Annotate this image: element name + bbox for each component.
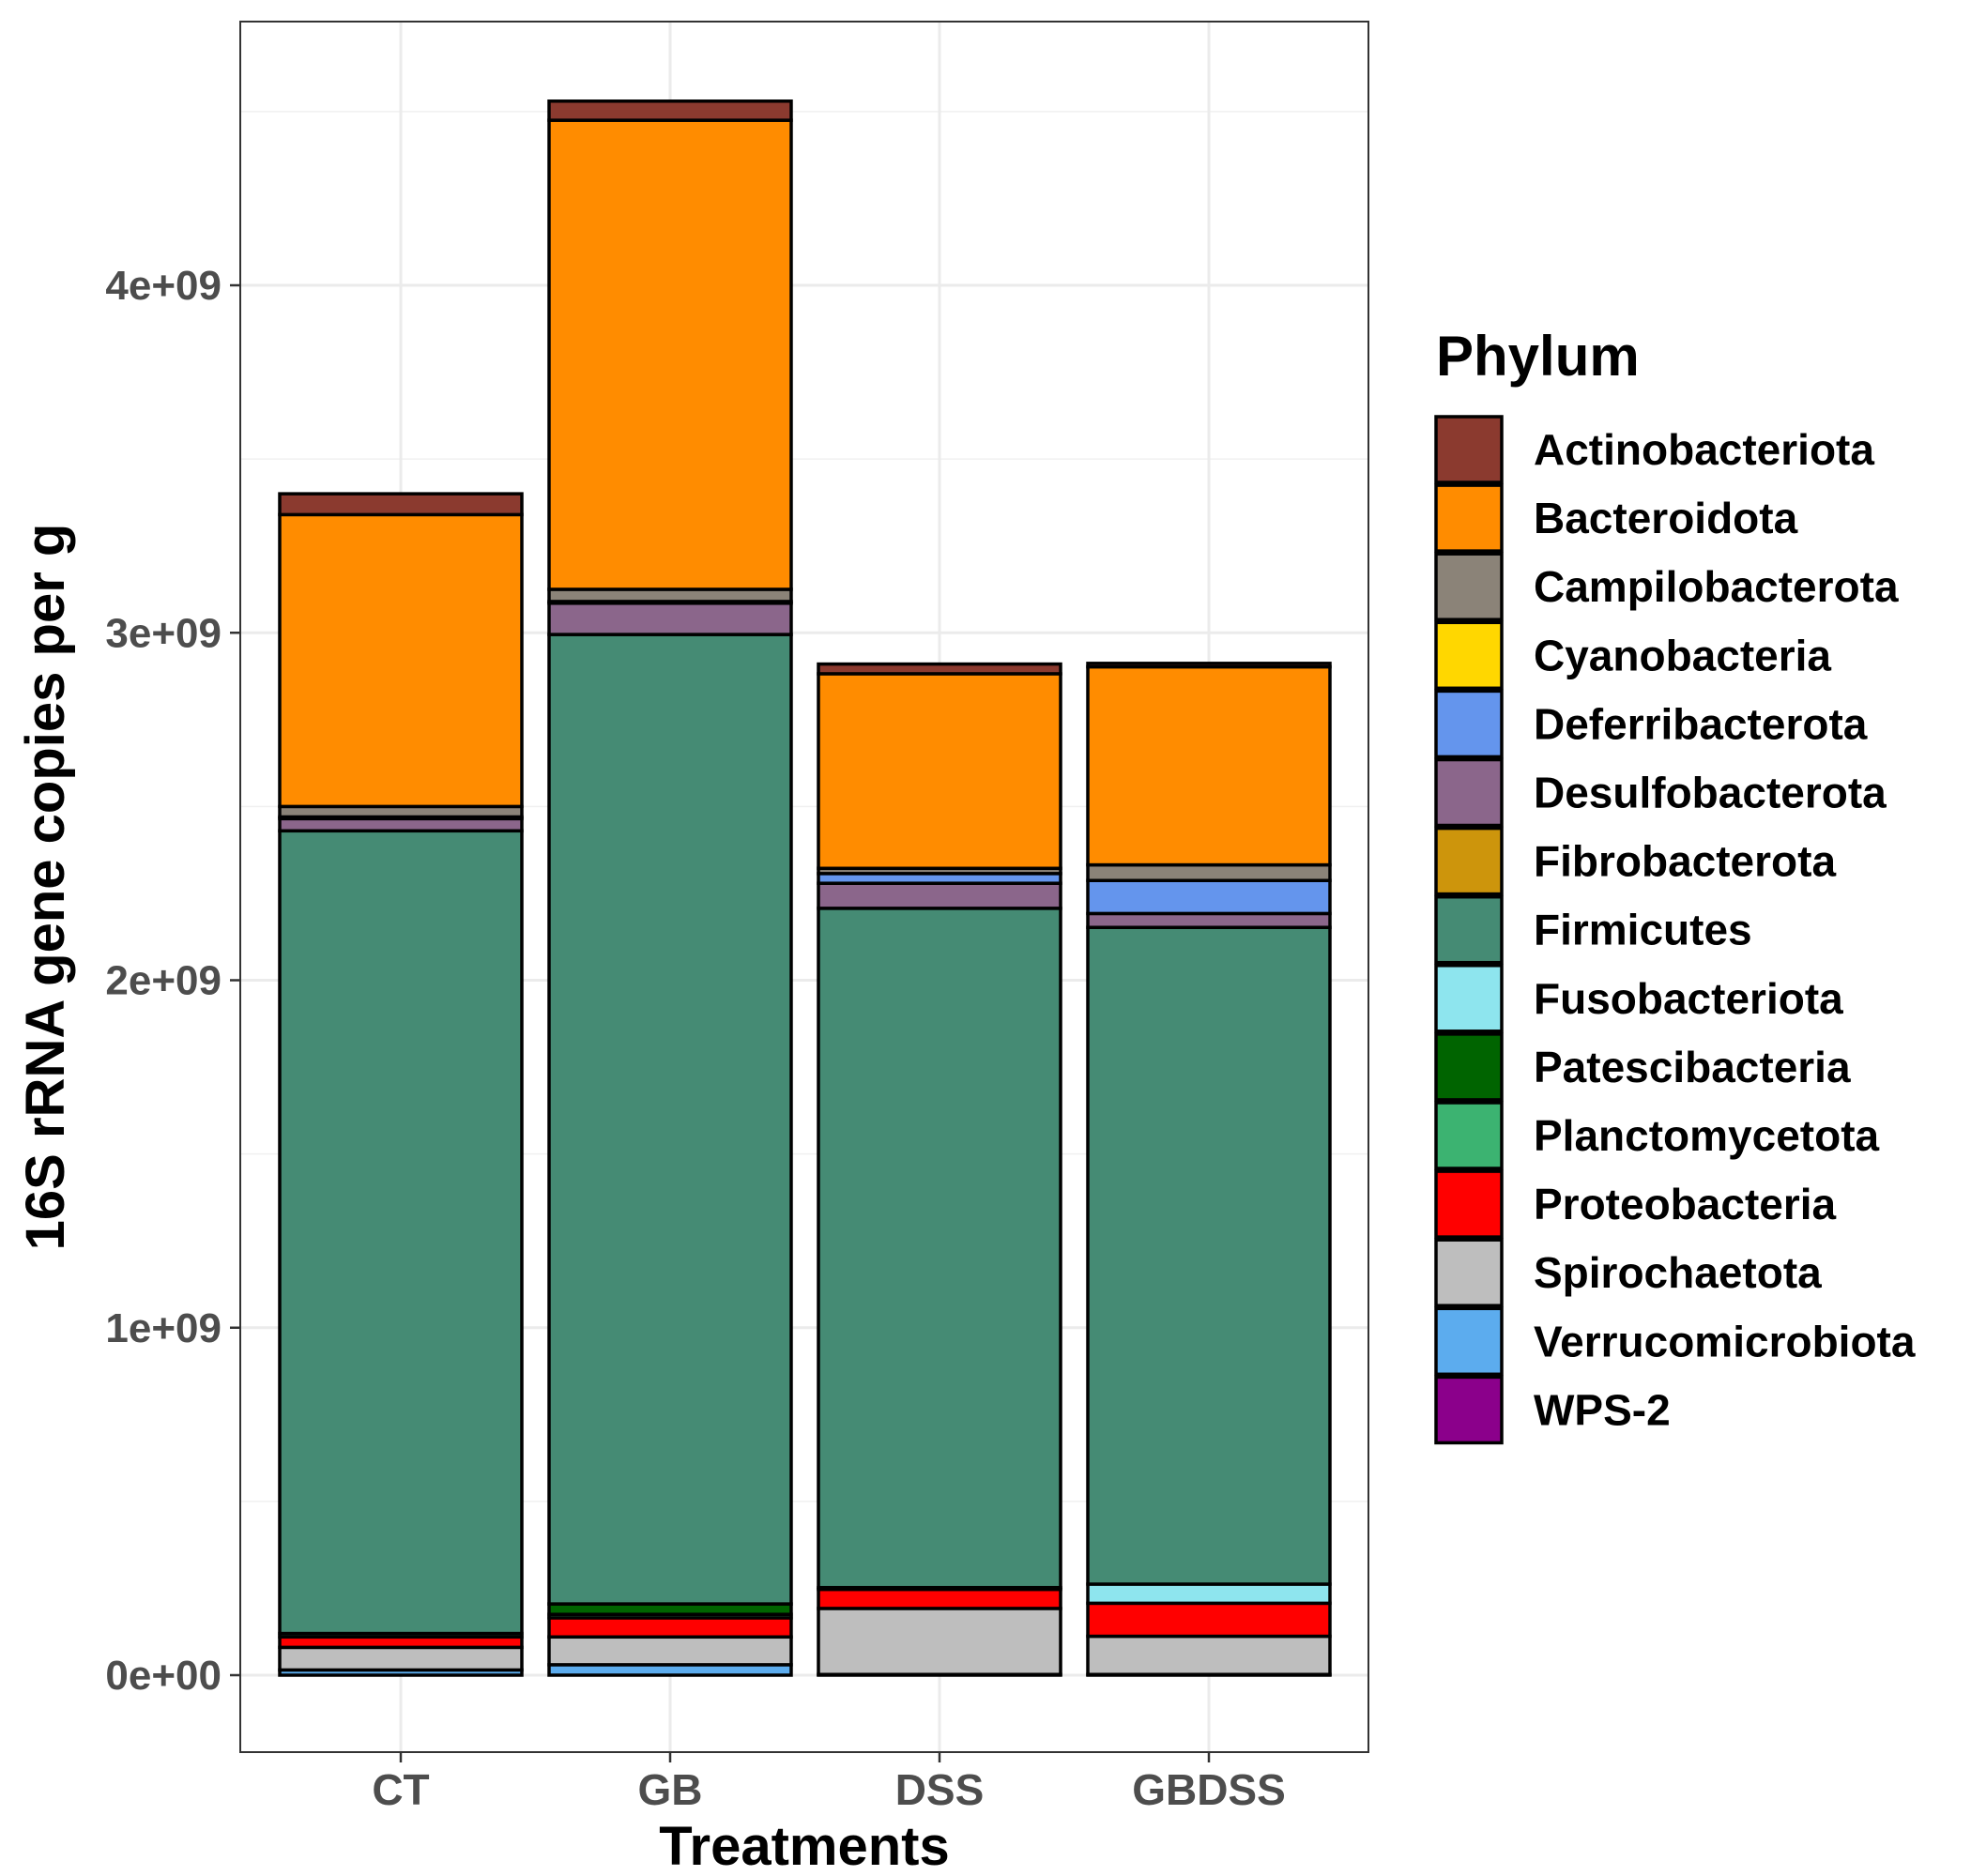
- legend-key: [1434, 1032, 1504, 1102]
- bar-segment: [547, 587, 793, 603]
- legend-item: Patescibacteria: [1434, 1032, 1851, 1102]
- legend-item: Campilobacterota: [1434, 552, 1899, 621]
- legend-label: WPS-2: [1534, 1385, 1671, 1434]
- y-tick-label: 2e+09: [105, 958, 222, 1004]
- bar-segment: [1086, 662, 1332, 669]
- legend-label: Verrucomicrobiota: [1534, 1317, 1916, 1365]
- legend-key: [1434, 894, 1504, 965]
- legend-key: [1434, 826, 1504, 896]
- legend-key: [1434, 964, 1504, 1033]
- legend-key: [1434, 689, 1504, 759]
- legend-label: Proteobacteria: [1534, 1180, 1837, 1228]
- legend-label: Fusobacteriota: [1534, 974, 1843, 1023]
- bar-segment: [1086, 1601, 1332, 1639]
- bar-segment: [1086, 925, 1332, 1586]
- legend-title: Phylum: [1436, 325, 1640, 388]
- legend-key: [1434, 1101, 1504, 1170]
- legend-label: Cyanobacteria: [1534, 631, 1831, 679]
- legend-item: Fusobacteriota: [1434, 964, 1843, 1033]
- legend-label: Deferribacterota: [1534, 699, 1868, 748]
- legend: Phylum Actinobacteriota Bacteroidota Campi…: [1434, 325, 1916, 1445]
- bar-segment: [1086, 911, 1332, 929]
- y-tick-label: 4e+09: [105, 263, 222, 309]
- legend-key: [1434, 1306, 1504, 1377]
- bar-stack-GB: [547, 99, 793, 1677]
- legend-item: Firmicutes: [1434, 894, 1752, 965]
- legend-label: Planctomycetota: [1534, 1111, 1880, 1160]
- bar-segment: [817, 1587, 1062, 1610]
- legend-label: Spirochaetota: [1534, 1248, 1822, 1297]
- legend-item: WPS-2: [1434, 1375, 1671, 1445]
- bar-segment: [1086, 1582, 1332, 1606]
- legend-key: [1434, 415, 1504, 484]
- y-tick-label: 0e+00: [105, 1653, 222, 1699]
- legend-item: Planctomycetota: [1434, 1101, 1880, 1170]
- y-axis: 0e+00 1e+09 2e+09 3e+09 4e+09: [105, 263, 240, 1699]
- x-tick-label: CT: [372, 1765, 429, 1814]
- legend-item: Deferribacterota: [1434, 689, 1868, 759]
- x-tick-label: DSS: [895, 1765, 985, 1814]
- bar-stack-CT: [278, 492, 524, 1677]
- bar-segment: [817, 672, 1062, 871]
- legend-label: Fibrobacterota: [1534, 837, 1836, 886]
- bar-segment: [547, 118, 793, 591]
- legend-label: Firmicutes: [1534, 906, 1752, 954]
- bar-segment: [278, 829, 524, 1636]
- y-tick-label: 3e+09: [105, 610, 222, 656]
- bar-segment: [278, 492, 524, 517]
- bar-segment: [547, 99, 793, 122]
- legend-key: [1434, 1375, 1504, 1445]
- bar-segment: [1086, 664, 1332, 867]
- bar-segment: [1086, 878, 1332, 916]
- y-tick-label: 1e+09: [105, 1305, 222, 1351]
- bars-layer: [278, 99, 1332, 1677]
- legend-key: [1434, 483, 1504, 553]
- legend-key: [1434, 1238, 1504, 1307]
- legend-item: Fibrobacterota: [1434, 826, 1836, 896]
- plot-panel-border: [239, 21, 1369, 1753]
- x-axis: CT GB DSS GBDSS: [372, 1752, 1286, 1814]
- bar-segment: [547, 602, 793, 636]
- legend-item: Proteobacteria: [1434, 1169, 1837, 1239]
- bar-segment: [278, 1645, 524, 1672]
- bar-stack-GBDSS: [1086, 662, 1332, 1677]
- legend-key: [1434, 1169, 1504, 1239]
- x-tick-label: GBDSS: [1132, 1765, 1286, 1814]
- bar-segment: [1086, 1634, 1332, 1677]
- bar-segment: [278, 816, 524, 833]
- legend-item: Bacteroidota: [1434, 483, 1798, 553]
- legend-label: Actinobacteriota: [1534, 425, 1874, 474]
- bar-segment: [547, 1616, 793, 1640]
- legend-label: Patescibacteria: [1534, 1043, 1851, 1091]
- legend-label: Bacteroidota: [1534, 494, 1798, 542]
- bar-segment: [817, 907, 1062, 1590]
- legend-label: Campilobacterota: [1534, 562, 1899, 611]
- x-axis-title: Treatments: [659, 1816, 949, 1876]
- legend-key: [1434, 757, 1504, 828]
- legend-item: Actinobacteriota: [1434, 415, 1874, 484]
- x-tick-label: GB: [638, 1765, 703, 1814]
- legend-label: Desulfobacterota: [1534, 769, 1887, 817]
- legend-items: Actinobacteriota Bacteroidota Campilobacte…: [1434, 415, 1916, 1445]
- legend-item: Verrucomicrobiota: [1434, 1306, 1916, 1377]
- bar-segment: [1086, 862, 1332, 882]
- legend-item: Desulfobacterota: [1434, 757, 1887, 828]
- bar-segment: [817, 1607, 1062, 1677]
- legend-key: [1434, 620, 1504, 691]
- bar-segment: [278, 512, 524, 809]
- bar-segment: [547, 633, 793, 1606]
- legend-item: Spirochaetota: [1434, 1238, 1822, 1307]
- y-axis-title: 16S rRNA gene copies per g: [15, 524, 76, 1251]
- legend-key: [1434, 552, 1504, 621]
- bar-segment: [817, 881, 1062, 910]
- bar-stack-DSS: [817, 662, 1062, 1677]
- legend-item: Cyanobacteria: [1434, 620, 1831, 691]
- bar-segment: [817, 662, 1062, 676]
- bar-segment: [547, 1635, 793, 1667]
